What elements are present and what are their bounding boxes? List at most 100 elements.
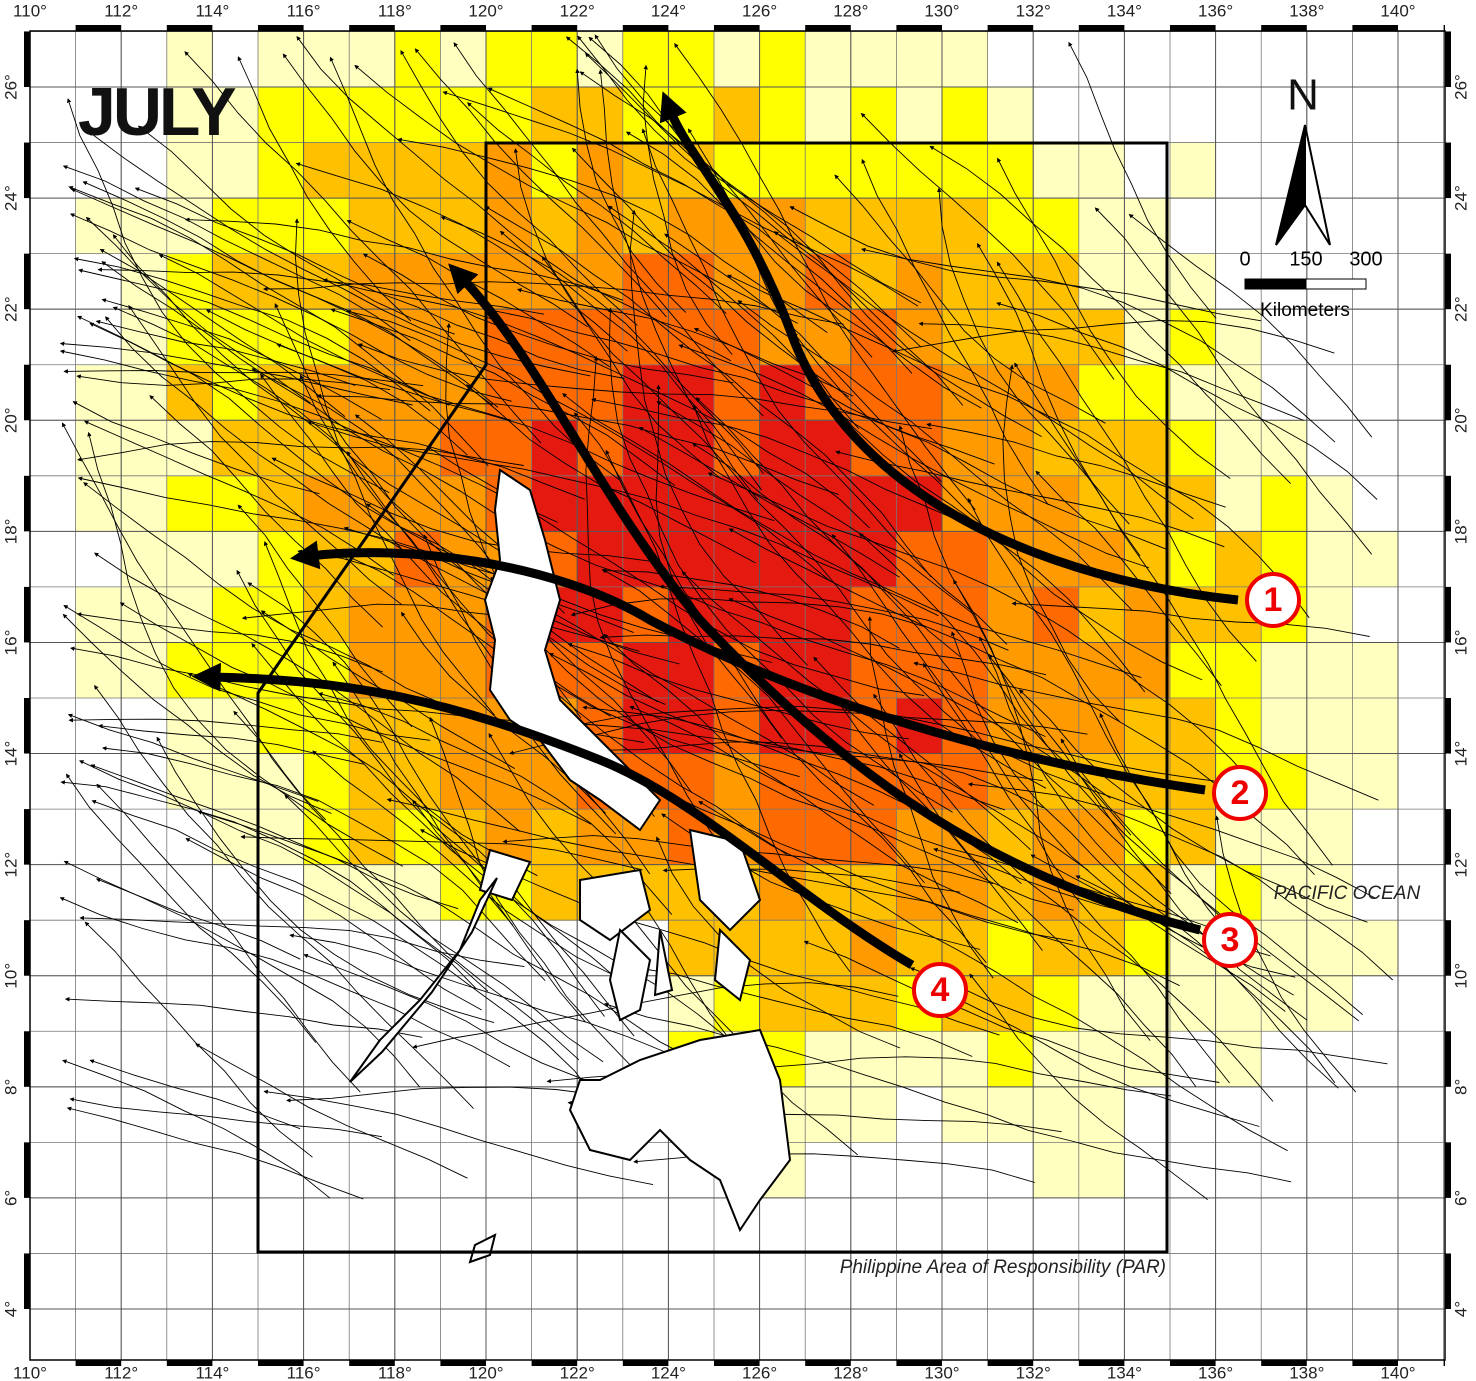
heat-cell [121, 309, 168, 366]
border-segment [75, 25, 122, 31]
heat-cell [1306, 809, 1353, 866]
heat-cell [258, 87, 305, 144]
heat-cell [486, 364, 533, 421]
heat-cell [987, 586, 1034, 643]
heat-cell [1033, 975, 1080, 1032]
track-number: 4 [931, 971, 950, 1009]
heat-cell [531, 253, 578, 310]
heat-cell [668, 475, 715, 532]
track-line [789, 206, 1262, 322]
heat-cell [166, 586, 213, 643]
heat-cell [1215, 420, 1262, 477]
track-line [997, 157, 1231, 479]
track-line [76, 374, 391, 391]
heat-cell [258, 809, 305, 866]
track-line [577, 35, 964, 406]
track-line [149, 395, 383, 628]
par-label: Philippine Area of Responsibility (PAR) [840, 1257, 1166, 1278]
track-line [517, 288, 854, 397]
track-line [97, 267, 544, 315]
heat-cell [1261, 475, 1308, 532]
track-line [579, 71, 873, 358]
heat-cell [850, 864, 897, 921]
heat-cell [622, 420, 669, 477]
track-line [486, 307, 995, 465]
border-segment [1445, 698, 1451, 754]
track-line [969, 973, 1208, 1200]
lon-tick-label: 130° [924, 1363, 959, 1381]
track-line [598, 69, 759, 501]
border-segment [24, 920, 30, 976]
lon-tick-label: 130° [924, 1, 959, 20]
border-segment [24, 31, 30, 88]
track-line [90, 764, 459, 910]
scale-unit: Kilometers [1260, 300, 1350, 321]
track-line [605, 449, 987, 963]
heat-cell [942, 198, 989, 255]
heat-cell [212, 475, 259, 532]
heat-cell [1124, 642, 1171, 699]
heat-cell [486, 198, 533, 255]
track-line [77, 441, 524, 466]
heat-cell [1078, 642, 1125, 699]
heat-cell [166, 142, 213, 199]
heat-cell [942, 31, 989, 88]
track-line [659, 584, 1009, 651]
track-line [62, 1059, 331, 1199]
heat-cell [622, 253, 669, 310]
heat-cell [1306, 753, 1353, 810]
lon-tick-label: 134° [1107, 1, 1142, 20]
heat-cell [1078, 198, 1125, 255]
border-segment [1443, 1360, 1445, 1366]
track-line [397, 137, 828, 333]
heat-cell [1078, 1086, 1125, 1143]
track-line [608, 307, 953, 813]
heat-cell [1033, 253, 1080, 310]
track-line [271, 457, 653, 562]
heat-cell [1033, 642, 1080, 699]
track-line [66, 98, 390, 493]
lon-tick-label: 124° [651, 1, 686, 20]
heat-cell [987, 1086, 1034, 1143]
track-line [565, 36, 1042, 437]
track-line [548, 653, 1006, 811]
heat-cell [1215, 364, 1262, 421]
track-line [237, 56, 412, 322]
heat-cell [258, 475, 305, 532]
heat-cell [1124, 920, 1171, 977]
track-line [892, 320, 1335, 354]
track-line [98, 723, 365, 765]
track-line [79, 760, 489, 992]
lat-tick-label: 24° [1451, 185, 1470, 211]
heat-cell [349, 142, 396, 199]
track-lines [59, 34, 1394, 1200]
track-line [642, 64, 733, 355]
track-line [664, 233, 942, 483]
heat-cell [1261, 698, 1308, 755]
track-line [625, 131, 913, 374]
track-line [913, 661, 1379, 801]
track-line [594, 34, 922, 348]
border-segment [24, 253, 30, 310]
heat-cell [896, 87, 943, 144]
track-line [412, 982, 899, 1049]
border-segment [622, 25, 669, 31]
track-line [76, 612, 383, 673]
track-line [641, 128, 1008, 645]
frame [24, 25, 1451, 1366]
track-line [484, 206, 932, 578]
heat-cell [942, 309, 989, 366]
lon-tick-label: 118° [378, 1363, 412, 1381]
heat-cell [987, 253, 1034, 310]
track-line [603, 633, 1019, 924]
heat-cell [349, 198, 396, 255]
heat-cell [1124, 975, 1171, 1032]
lat-tick-label: 6° [1451, 1190, 1470, 1206]
lon-tick-label: 114° [195, 1, 229, 20]
lat-tick-label: 10° [1, 963, 20, 989]
lon-tick-label: 114° [195, 1363, 229, 1381]
heat-cell [759, 87, 806, 144]
heat-cell [805, 31, 852, 88]
track-line [467, 102, 727, 315]
border-segment [1170, 1360, 1216, 1366]
